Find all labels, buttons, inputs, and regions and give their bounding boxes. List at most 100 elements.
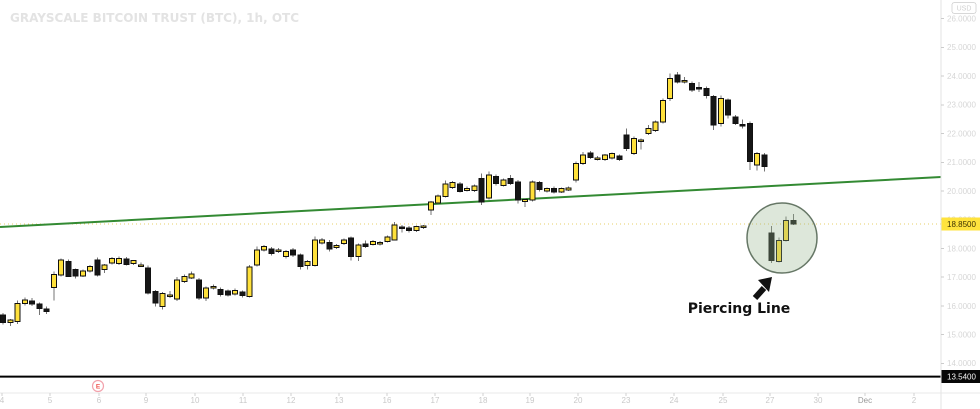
candle <box>783 216 789 242</box>
candle <box>130 259 137 266</box>
candle <box>739 119 746 129</box>
candle <box>319 238 325 245</box>
candle <box>94 257 101 277</box>
price-tick-label: 16.0000 <box>947 302 976 311</box>
candle <box>688 81 695 93</box>
candle-series <box>0 72 797 326</box>
candle <box>623 128 630 151</box>
candle <box>717 95 724 127</box>
candle <box>674 72 681 84</box>
candle <box>406 226 412 233</box>
candle <box>282 249 289 259</box>
time-tick-label: 9 <box>144 396 149 405</box>
candle <box>500 178 507 187</box>
currency-badge: USD <box>951 2 977 14</box>
candle <box>659 98 666 124</box>
candle <box>224 289 231 297</box>
candle <box>732 114 739 126</box>
candle <box>108 257 115 265</box>
time-tick-label: 20 <box>574 396 583 405</box>
candle <box>181 274 188 283</box>
candle <box>369 239 376 246</box>
candle <box>210 284 217 290</box>
candle <box>435 194 441 205</box>
candle <box>652 120 659 133</box>
price-tick-label: 15.0000 <box>947 331 976 340</box>
candle <box>166 291 173 298</box>
current-price-tag: 18.8500 <box>941 217 980 231</box>
candle <box>427 200 434 215</box>
time-tick-label: 17 <box>431 396 440 405</box>
candle <box>645 125 652 136</box>
price-tick-label: 14.0000 <box>947 359 976 368</box>
candle <box>159 292 166 310</box>
candle <box>268 246 275 256</box>
time-axis[interactable]: 4 5 6 9 10 11 12 13 16 17 18 19 20 23 24 25 27 30 Dec 2 E <box>0 379 980 406</box>
price-tick-label: 20.0000 <box>947 187 976 196</box>
candle <box>478 173 485 206</box>
time-tick-label: 10 <box>191 396 200 405</box>
candle <box>471 184 478 192</box>
candle <box>58 258 64 277</box>
candle <box>116 256 122 266</box>
candle <box>746 121 753 171</box>
candle <box>565 186 572 191</box>
candle <box>340 238 347 246</box>
candle <box>297 253 304 270</box>
time-tick-label: 18 <box>479 396 488 405</box>
candle <box>7 318 14 326</box>
candle <box>36 302 43 315</box>
candle <box>493 174 499 186</box>
time-tick-label: 6 <box>97 396 102 405</box>
candle <box>188 271 195 280</box>
candle <box>377 241 383 246</box>
candle <box>101 263 108 274</box>
candle <box>384 235 391 243</box>
candle <box>456 182 463 193</box>
time-tick-label: 24 <box>670 396 679 405</box>
candle <box>398 225 405 233</box>
candle <box>72 268 79 279</box>
candle <box>217 287 224 297</box>
candle <box>355 243 362 262</box>
candle <box>754 151 760 171</box>
candle <box>587 151 594 160</box>
secondary-price-tag: 13.5400 <box>941 370 980 384</box>
candle <box>681 77 688 84</box>
candle <box>420 224 427 229</box>
candle <box>304 259 311 270</box>
candle <box>761 153 768 172</box>
candle <box>50 271 57 301</box>
candle <box>326 240 333 252</box>
candle <box>529 180 536 202</box>
candle <box>703 86 710 99</box>
candle <box>522 198 528 207</box>
time-tick-label: 27 <box>766 396 775 405</box>
candle <box>123 257 130 266</box>
candle <box>601 154 608 161</box>
price-tick-label: 17.0000 <box>947 273 976 282</box>
piercing-line-label: Piercing Line <box>688 301 791 317</box>
time-tick-label: 11 <box>239 396 248 405</box>
candle <box>768 226 775 264</box>
price-axis[interactable]: 26.0000 25.0000 24.0000 23.0000 22.0000 21.00… <box>940 0 980 409</box>
pattern-highlight-circle <box>746 202 818 274</box>
time-tick-label: 23 <box>622 396 631 405</box>
overlay-lines <box>0 176 942 378</box>
price-tick-label: 18.0000 <box>947 244 976 253</box>
candle <box>145 265 151 295</box>
candle <box>261 245 267 252</box>
candle <box>536 180 543 192</box>
candle <box>594 155 601 161</box>
candle <box>362 240 369 248</box>
earnings-marker[interactable]: E <box>91 379 105 393</box>
candle <box>311 236 318 267</box>
candle <box>616 154 623 162</box>
candle <box>0 312 6 325</box>
candle <box>638 138 644 150</box>
candle <box>79 269 86 278</box>
candle <box>667 73 673 101</box>
pattern-annotation <box>746 202 818 301</box>
time-tick-label: 25 <box>719 396 728 405</box>
